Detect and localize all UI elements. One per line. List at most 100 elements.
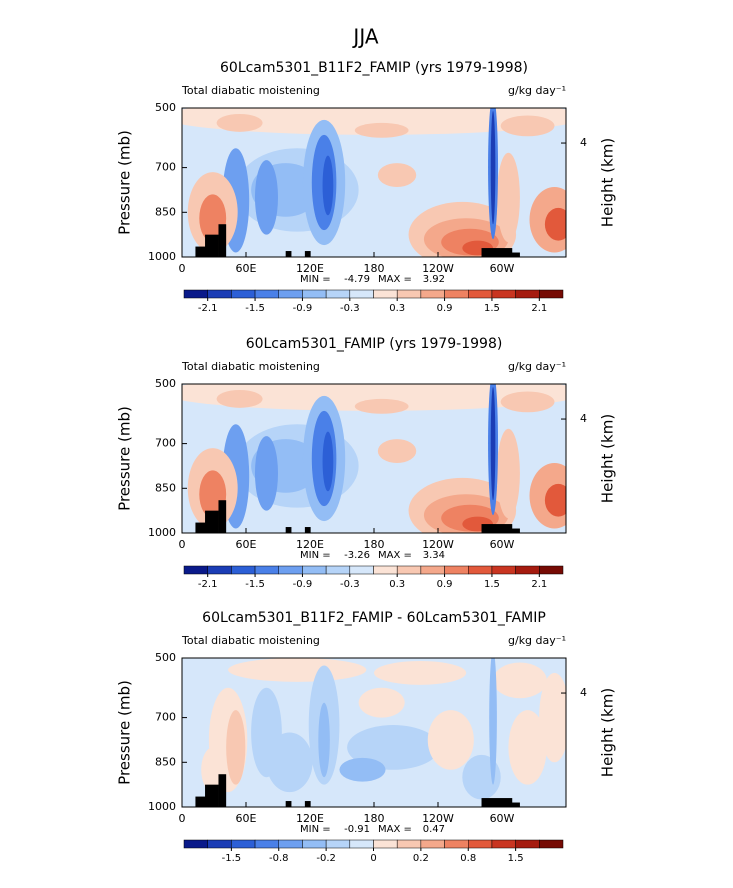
colorbar-label: -0.3 <box>340 579 360 590</box>
colorbar-box <box>515 565 540 575</box>
contour-fill <box>377 163 417 187</box>
topography <box>285 251 292 257</box>
y2-tick-label: 4 <box>580 686 587 699</box>
contour-fill <box>318 702 330 778</box>
y2-tick-label: 4 <box>580 412 587 425</box>
colorbar-box <box>231 289 256 299</box>
panel-title: 60Lcam5301_B11F2_FAMIP (yrs 1979-1998) <box>220 60 528 76</box>
y-tick-label: 500 <box>155 377 176 390</box>
colorbar-box <box>444 839 469 849</box>
colorbar-box <box>444 565 469 575</box>
colorbar-box <box>515 289 540 299</box>
colorbar-box <box>325 839 351 849</box>
colorbar-label: 0.8 <box>460 853 476 864</box>
contour-fill <box>254 160 278 235</box>
contour-fill <box>216 389 263 408</box>
contour-fill <box>490 386 496 501</box>
y-axis-label: Pressure (mb) <box>116 680 134 785</box>
colorbar-box <box>207 289 232 299</box>
colorbar-box <box>325 565 351 575</box>
y-tick-label: 850 <box>155 755 176 768</box>
contour-fill <box>496 428 520 519</box>
colorbar-label: 0.3 <box>389 303 405 314</box>
colorbar-box <box>515 839 540 849</box>
topography <box>205 510 219 533</box>
contour-fill <box>496 152 520 243</box>
colorbar-label: -0.2 <box>316 853 336 864</box>
x-tick-label: 120E <box>296 538 324 551</box>
x-tick-label: 60E <box>236 538 257 551</box>
colorbar-box <box>302 839 327 849</box>
x-tick-label: 60W <box>490 262 515 275</box>
colorbar-box <box>231 565 256 575</box>
colorbar-box <box>183 839 208 849</box>
colorbar-label: -2.1 <box>198 303 218 314</box>
y2-axis-label: Height (km) <box>599 138 617 227</box>
x-tick-label: 120W <box>422 538 454 551</box>
units-label: g/kg day⁻¹ <box>508 360 566 373</box>
colorbar-box <box>278 565 303 575</box>
topography <box>304 251 311 257</box>
colorbar-box <box>254 289 279 299</box>
colorbar-label: -0.3 <box>340 303 360 314</box>
colorbar-label: -0.9 <box>293 579 313 590</box>
colorbar-label: -0.8 <box>269 853 289 864</box>
contour-fill <box>322 431 334 492</box>
max-label: MAX = <box>378 274 412 285</box>
colorbar-box <box>468 839 493 849</box>
panel-title: 60Lcam5301_FAMIP (yrs 1979-1998) <box>246 336 503 352</box>
max-label: MAX = <box>378 550 412 561</box>
x-tick-label: 180 <box>364 538 385 551</box>
y-axis-label: Pressure (mb) <box>116 130 134 235</box>
contour-fill <box>354 398 409 414</box>
colorbar-box <box>207 565 232 575</box>
contour-fill <box>489 658 497 785</box>
figure-title: JJA <box>351 25 378 49</box>
y-tick-label: 850 <box>155 481 176 494</box>
min-label: MIN = <box>300 550 331 561</box>
colorbar-box <box>349 565 374 575</box>
y-tick-label: 700 <box>155 711 176 724</box>
max-label: MAX = <box>378 824 412 835</box>
left-label: Total diabatic moistening <box>181 360 320 373</box>
y-tick-label: 700 <box>155 161 176 174</box>
contour-fill <box>266 732 313 793</box>
colorbar-box <box>396 839 422 849</box>
min-label: MIN = <box>300 274 331 285</box>
colorbar-label: 2.1 <box>531 579 547 590</box>
contour-fill <box>544 483 566 517</box>
colorbar-box <box>349 289 374 299</box>
contour-fill <box>182 108 566 135</box>
colorbar-box <box>444 289 469 299</box>
y-tick-label: 1000 <box>148 250 176 263</box>
colorbar-box <box>254 839 279 849</box>
colorbar-box <box>278 839 303 849</box>
colorbar-label: -0.9 <box>293 303 313 314</box>
max-value: 0.47 <box>423 824 445 835</box>
colorbar-label: -2.1 <box>198 579 218 590</box>
x-tick-label: 60E <box>236 262 257 275</box>
colorbar-label: -1.5 <box>245 579 265 590</box>
colorbar-box <box>373 289 398 299</box>
topography <box>205 784 219 807</box>
y-tick-label: 500 <box>155 651 176 664</box>
colorbar-box <box>325 289 351 299</box>
colorbar-box <box>539 839 564 849</box>
topography <box>218 500 227 533</box>
min-value: -0.91 <box>344 824 370 835</box>
y-axis-label: Pressure (mb) <box>116 406 134 511</box>
contour-fill <box>322 155 334 216</box>
topography <box>489 802 520 807</box>
colorbar-box <box>183 565 208 575</box>
x-tick-label: 60E <box>236 812 257 825</box>
min-value: -3.26 <box>344 550 370 561</box>
colorbar-box <box>396 565 422 575</box>
topography <box>304 801 311 807</box>
contour-fill <box>377 439 417 463</box>
contour-fill <box>339 757 386 782</box>
max-value: 3.34 <box>423 550 445 561</box>
contour-field <box>182 658 566 807</box>
topography <box>205 234 219 257</box>
panel: 60Lcam5301_FAMIP (yrs 1979-1998) Total di… <box>116 336 617 590</box>
